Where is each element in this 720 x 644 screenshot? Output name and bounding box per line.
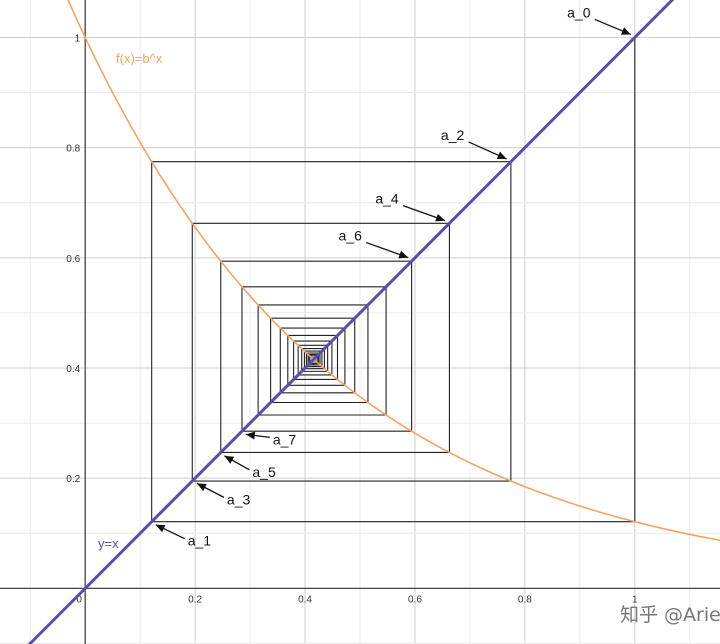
- arrow-head: [496, 151, 507, 159]
- x-tick-label: 0.6: [408, 594, 422, 605]
- annotation-label: a_4: [375, 191, 399, 207]
- annotation-label: a_1: [188, 533, 212, 549]
- annotation-label: a_2: [441, 127, 465, 143]
- arrow-head: [196, 483, 207, 492]
- annotation-label: a_5: [252, 464, 276, 480]
- series-labels: f(x)=b^x y=x: [98, 51, 163, 551]
- watermark: 知乎 @Aries: [620, 604, 720, 626]
- annotation-label: a_0: [567, 4, 591, 20]
- y-tick-label: 0.6: [66, 254, 80, 265]
- annotations: a_0 a_1 a_2 a_3 a_4 a_5 a_6 a_7: [155, 4, 632, 549]
- x-tick-label: 0.2: [188, 594, 202, 605]
- arrow-head: [398, 250, 409, 259]
- y-tick-label: 0.8: [66, 144, 80, 155]
- annotation-label: a_7: [273, 431, 297, 447]
- tick-labels: 0 0.2 0.4 0.6 0.8 1 0.2 0.4 0.6 0.8 1: [66, 33, 638, 605]
- arrow-head: [245, 431, 256, 440]
- x-tick-label: 0.8: [518, 594, 532, 605]
- annotation-label: a_3: [227, 491, 251, 507]
- series-label-identity: y=x: [98, 536, 119, 551]
- series-label-exponential: f(x)=b^x: [116, 51, 163, 66]
- x-tick-label: 1: [632, 594, 638, 605]
- arrow-head: [435, 213, 446, 222]
- x-tick-label: 0: [76, 594, 82, 605]
- y-tick-label: 0.4: [66, 364, 80, 375]
- arrow-head: [620, 27, 631, 35]
- y-tick-label: 0.2: [66, 474, 80, 485]
- exponential-curve: [67, 0, 720, 542]
- annotation-label: a_6: [339, 228, 363, 244]
- arrow-head: [155, 524, 166, 533]
- arrow-head: [224, 455, 235, 464]
- y-tick-label: 1: [75, 33, 81, 44]
- x-tick-label: 0.4: [298, 594, 312, 605]
